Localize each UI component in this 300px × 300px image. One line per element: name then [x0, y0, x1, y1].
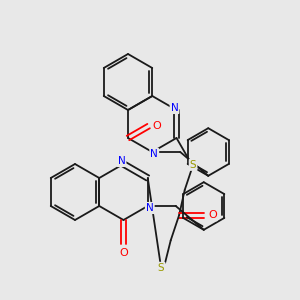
- Text: O: O: [152, 121, 161, 131]
- Text: N: N: [146, 203, 154, 213]
- Text: N: N: [150, 149, 158, 159]
- Text: N: N: [171, 103, 178, 113]
- Text: N: N: [118, 156, 125, 166]
- Text: S: S: [190, 160, 196, 170]
- Text: O: O: [119, 248, 128, 258]
- Text: S: S: [158, 263, 164, 273]
- Text: O: O: [208, 210, 217, 220]
